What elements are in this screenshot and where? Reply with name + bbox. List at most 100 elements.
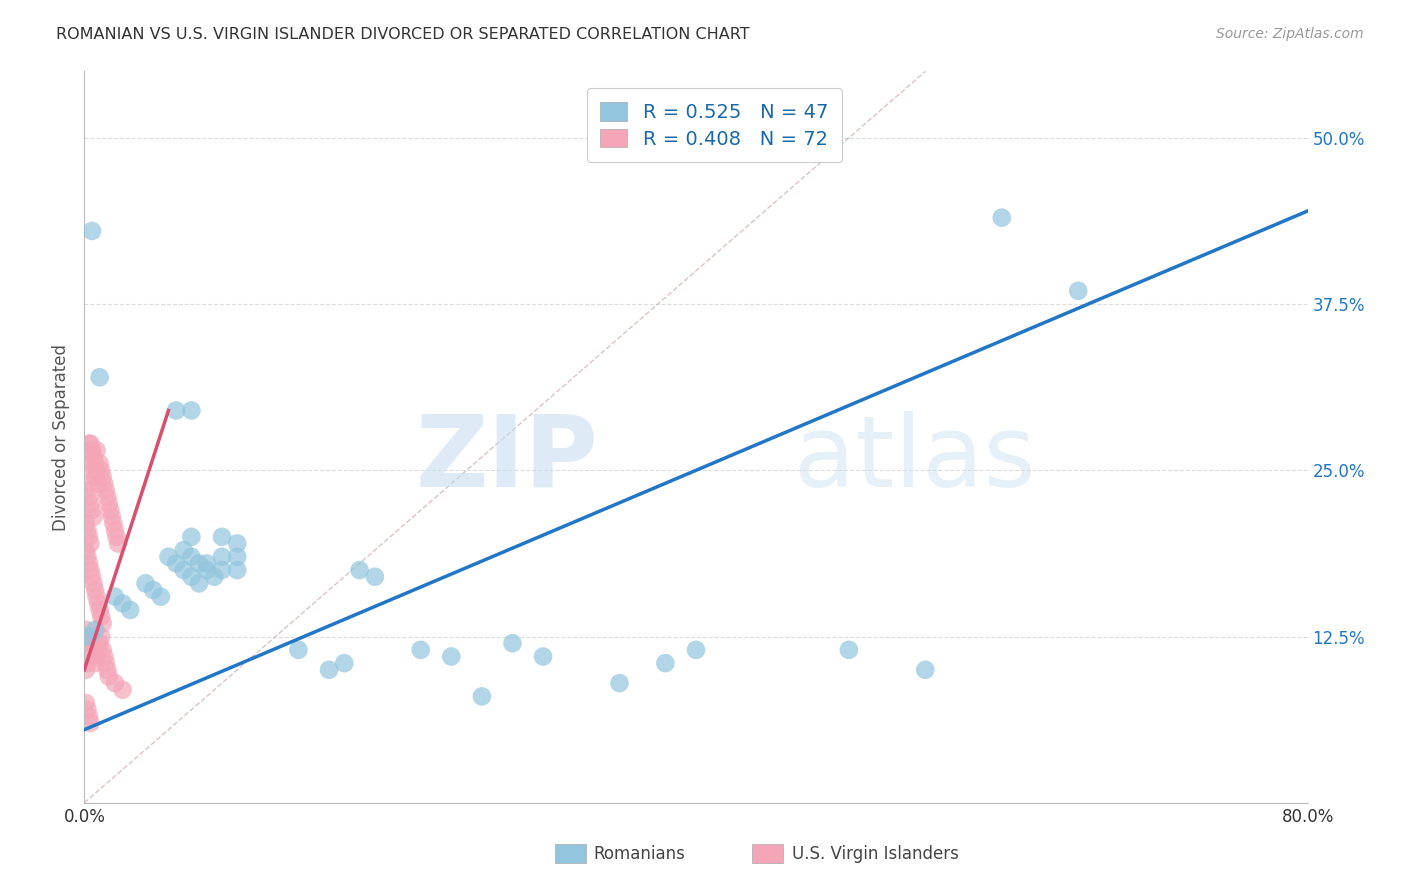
Point	[86, 443, 108, 458]
Point	[157, 549, 180, 564]
Y-axis label: Divorced or Separated: Divorced or Separated	[52, 343, 70, 531]
Point	[77, 636, 100, 650]
Point	[75, 543, 97, 558]
Point	[211, 549, 233, 564]
Point	[84, 656, 107, 670]
Point	[91, 643, 114, 657]
Point	[609, 676, 631, 690]
Point	[914, 663, 936, 677]
Point	[287, 643, 309, 657]
Point	[77, 436, 100, 450]
Point	[96, 490, 118, 504]
Legend: R = 0.525   N = 47, R = 0.408   N = 72: R = 0.525 N = 47, R = 0.408 N = 72	[586, 88, 842, 162]
Point	[77, 557, 100, 571]
Point	[195, 557, 218, 571]
Point	[77, 649, 100, 664]
Point	[333, 656, 356, 670]
Point	[94, 656, 117, 670]
Point	[84, 582, 107, 597]
Point	[211, 530, 233, 544]
Point	[79, 436, 101, 450]
Point	[79, 443, 101, 458]
Point	[409, 643, 432, 657]
Point	[83, 450, 105, 464]
Point	[83, 630, 105, 644]
Point	[97, 669, 120, 683]
Point	[226, 536, 249, 550]
Point	[79, 497, 101, 511]
Point	[89, 457, 111, 471]
Point	[79, 563, 101, 577]
Point	[77, 709, 100, 723]
Point	[98, 503, 121, 517]
Point	[838, 643, 860, 657]
Point	[991, 211, 1014, 225]
Point	[364, 570, 387, 584]
Point	[180, 530, 202, 544]
Point	[87, 643, 110, 657]
Point	[180, 403, 202, 417]
Point	[107, 536, 129, 550]
Point	[180, 549, 202, 564]
Point	[86, 463, 108, 477]
Point	[91, 470, 114, 484]
Point	[149, 590, 172, 604]
Point	[76, 483, 98, 498]
Point	[76, 630, 98, 644]
Point	[75, 663, 97, 677]
Point	[104, 676, 127, 690]
Point	[86, 590, 108, 604]
Point	[97, 497, 120, 511]
Point	[195, 563, 218, 577]
Point	[75, 476, 97, 491]
Point	[87, 476, 110, 491]
Point	[84, 623, 107, 637]
Point	[142, 582, 165, 597]
Point	[84, 470, 107, 484]
Point	[80, 457, 103, 471]
Point	[80, 503, 103, 517]
Point	[79, 643, 101, 657]
Point	[90, 609, 112, 624]
Point	[349, 563, 371, 577]
Point	[111, 682, 134, 697]
Point	[103, 516, 125, 531]
Point	[93, 649, 115, 664]
Point	[79, 716, 101, 731]
Point	[80, 636, 103, 650]
Text: U.S. Virgin Islanders: U.S. Virgin Islanders	[792, 845, 959, 863]
Point	[75, 623, 97, 637]
Point	[1067, 284, 1090, 298]
Point	[89, 370, 111, 384]
Point	[89, 603, 111, 617]
Point	[91, 616, 114, 631]
Point	[685, 643, 707, 657]
Point	[94, 483, 117, 498]
Point	[165, 403, 187, 417]
Text: ROMANIAN VS U.S. VIRGIN ISLANDER DIVORCED OR SEPARATED CORRELATION CHART: ROMANIAN VS U.S. VIRGIN ISLANDER DIVORCE…	[56, 27, 749, 42]
Point	[173, 543, 195, 558]
Point	[76, 549, 98, 564]
Point	[105, 530, 128, 544]
Point	[96, 663, 118, 677]
Point	[77, 530, 100, 544]
Point	[93, 476, 115, 491]
Point	[180, 570, 202, 584]
Point	[135, 576, 157, 591]
Point	[76, 656, 98, 670]
Point	[654, 656, 676, 670]
Text: ZIP: ZIP	[415, 410, 598, 508]
Point	[83, 509, 105, 524]
Point	[77, 490, 100, 504]
Point	[211, 563, 233, 577]
Point	[104, 523, 127, 537]
Point	[86, 649, 108, 664]
Point	[173, 563, 195, 577]
Point	[202, 570, 225, 584]
Point	[80, 443, 103, 458]
Point	[87, 596, 110, 610]
Point	[111, 596, 134, 610]
Text: atlas: atlas	[794, 410, 1035, 508]
Text: Romanians: Romanians	[593, 845, 685, 863]
Point	[502, 636, 524, 650]
